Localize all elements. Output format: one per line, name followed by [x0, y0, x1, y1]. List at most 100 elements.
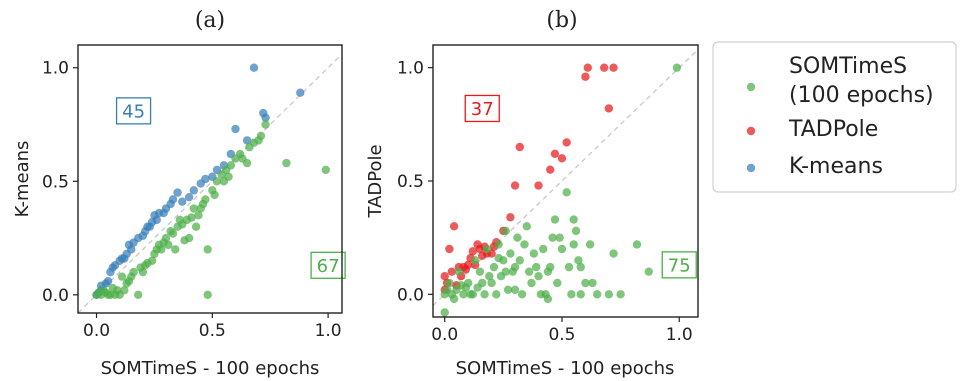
panel-b-somtimes-point: [461, 283, 471, 292]
panel-b-somtimes-point: [494, 253, 503, 263]
panel-b-somtimes-point: [501, 226, 510, 236]
panel-a-ylabel: K-means: [12, 141, 33, 218]
panel-a-k-means-point: [159, 208, 168, 218]
panel-b-count-box: 75: [661, 251, 697, 279]
panel-a-somtimes-point: [210, 190, 219, 200]
panel-b-somtimes-point: [548, 233, 557, 242]
panel-a-marks: 0.0 0.5 1.0 0.0 0.5 1.0 45 67: [42, 53, 346, 341]
scatter-panel-b: (b) 0.0 0.5 1.0 0.0 0.5 1.0 37 75 SOMTimeS - 10…: [365, 8, 699, 379]
panel-a-count-box: 67: [310, 251, 346, 279]
panel-a-xtick-label: 1.0: [315, 321, 342, 341]
panel-b-somtimes-point: [588, 278, 597, 288]
panel-b-tadpole-point: [447, 267, 456, 276]
panel-b-somtimes-point: [569, 240, 578, 249]
panel-b-somtimes-point: [475, 267, 485, 276]
panel-a-somtimes-point: [159, 238, 168, 247]
panel-b-somtimes-point: [524, 267, 534, 276]
panel-b-somtimes-point: [517, 290, 527, 299]
panel-a-somtimes-point: [238, 154, 247, 163]
panel-b-frame: [432, 44, 699, 318]
panel-b-somtimes-point: [562, 188, 571, 197]
panel-a-somtimes-point: [189, 204, 198, 213]
panel-b-somtimes-point: [564, 262, 574, 272]
panel-b-ylabel: TADPole: [365, 144, 386, 218]
panel-b-somtimes-point: [592, 290, 602, 299]
panel-a-count-box: 45: [115, 97, 152, 125]
panel-b-somtimes-point: [482, 244, 492, 254]
panel-b-somtimes-point: [478, 278, 487, 288]
panel-a-k-means-point: [184, 192, 194, 202]
panel-b-somtimes-point: [501, 267, 510, 276]
panel-b-count-box: 37: [464, 94, 500, 123]
panel-b-somtimes-point: [454, 267, 463, 276]
panel-a-somtimes-point: [194, 211, 203, 220]
panel-b-tadpole-point: [562, 138, 571, 147]
panel-b-xtick-label: 0.5: [548, 325, 575, 345]
legend-label: TADPole: [788, 117, 878, 142]
panel-b-label: (b): [546, 8, 577, 33]
panel-a-somtimes-point: [117, 272, 127, 281]
panel-a-somtimes-point: [120, 286, 129, 295]
panel-a-somtimes-point: [124, 277, 134, 286]
panel-b-somtimes-point: [466, 290, 475, 299]
panel-b-somtimes-point: [471, 256, 480, 265]
panel-b-tadpole-point: [583, 63, 592, 72]
panel-b-diagonal-line: [432, 49, 699, 307]
panel-a-xtick-label: 0.0: [83, 321, 110, 341]
panel-b-somtimes-point: [527, 278, 536, 288]
panel-a-ytick-label: 0.5: [42, 172, 69, 192]
panel-a-k-means-point: [168, 195, 178, 204]
panel-b-somtimes-point: [513, 233, 522, 242]
panel-b-ytick-label: 0.5: [397, 172, 424, 192]
panel-a-frame: [77, 44, 343, 314]
panel-b-tadpole-point: [599, 63, 609, 72]
panel-a-somtimes-point: [203, 290, 212, 300]
panel-b-somtimes-point: [576, 290, 585, 299]
panel-b-somtimes-point: [604, 290, 614, 299]
panel-b-tadpole-point: [468, 247, 478, 256]
panel-b-tadpole-point: [534, 181, 543, 190]
panel-a-somtimes-point: [191, 222, 201, 231]
panel-b-tadpole-point: [506, 213, 515, 222]
panel-a-somtimes-point: [134, 290, 143, 300]
panel-a-somtimes-point: [168, 229, 178, 238]
panel-b-somtimes-point: [522, 222, 532, 231]
panel-a-somtimes-point: [152, 245, 161, 254]
panel-a-somtimes-point: [203, 245, 212, 254]
panel-b-somtimes-point: [672, 63, 682, 72]
panel-b-somtimes-point: [515, 256, 524, 265]
panel-a-somtimes-point: [212, 177, 222, 186]
panel-a-somtimes-point: [182, 215, 192, 225]
panel-b-somtimes-point: [571, 226, 581, 236]
panel-b-somtimes-point: [557, 244, 567, 254]
panel-a-k-means-point: [242, 136, 252, 145]
panel-b-tadpole-point: [449, 222, 459, 231]
legend-frame: [712, 41, 957, 193]
panel-a-somtimes-point: [226, 161, 236, 170]
panel-a-somtimes-point: [140, 261, 150, 270]
panel-b-somtimes-point: [529, 249, 539, 258]
panel-a-somtimes-point: [108, 283, 117, 293]
panel-b-count-label: 75: [668, 255, 691, 276]
panel-b-somtimes-point: [550, 215, 560, 224]
panel-b-count-frame: [464, 94, 500, 123]
panel-b-somtimes-point: [506, 249, 515, 258]
panel-a-somtimes-point: [196, 204, 205, 213]
panel-b-ytick-label: 0.0: [397, 285, 424, 305]
legend-label: K-means: [789, 154, 883, 179]
panel-b-tadpole-point: [440, 272, 449, 281]
panel-b-somtimes-point: [644, 267, 653, 276]
panel-b-ytick-label: 1.0: [397, 59, 424, 79]
panel-b-somtimes-point: [494, 240, 503, 249]
panel-a-somtimes-point: [129, 267, 138, 277]
panel-a-ytick-label: 0.0: [42, 286, 69, 306]
panel-b-somtimes-point: [459, 290, 468, 299]
panel-b-tadpole-point: [546, 165, 555, 174]
panel-b-somtimes-point: [581, 278, 590, 288]
panel-b-somtimes-point: [543, 294, 553, 304]
panel-b-tadpole-point: [445, 244, 454, 254]
panel-a-somtimes-point: [321, 165, 330, 175]
panel-a-somtimes-point: [261, 120, 270, 129]
panel-a-k-means-point: [231, 124, 240, 134]
